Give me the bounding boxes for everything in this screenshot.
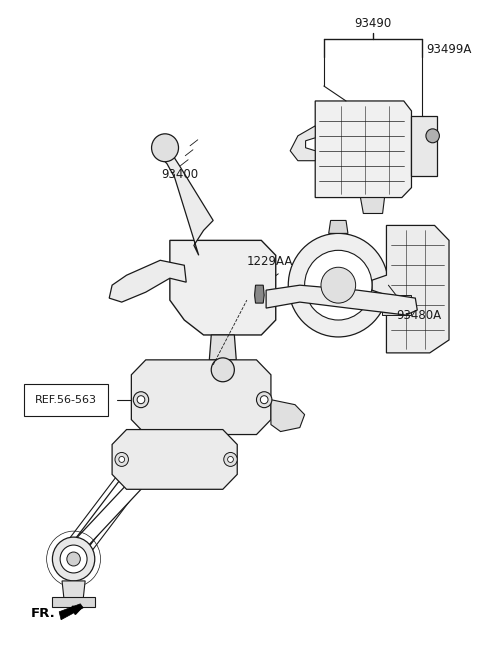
Circle shape <box>224 453 237 466</box>
Circle shape <box>137 396 145 404</box>
Circle shape <box>228 456 233 462</box>
Polygon shape <box>170 240 276 335</box>
Circle shape <box>67 552 80 566</box>
Circle shape <box>52 537 95 581</box>
Circle shape <box>260 396 268 404</box>
Text: 93400: 93400 <box>161 168 198 181</box>
Polygon shape <box>290 126 315 161</box>
Circle shape <box>321 267 356 303</box>
Polygon shape <box>372 225 449 353</box>
Circle shape <box>305 250 372 320</box>
Circle shape <box>152 134 179 162</box>
Polygon shape <box>68 365 219 559</box>
Polygon shape <box>52 597 95 607</box>
Text: 93480A: 93480A <box>396 309 441 321</box>
Circle shape <box>115 453 129 466</box>
Polygon shape <box>271 400 305 432</box>
Bar <box>382 295 410 315</box>
Circle shape <box>60 545 87 573</box>
Circle shape <box>426 129 439 143</box>
Polygon shape <box>360 198 384 214</box>
Circle shape <box>211 358 234 382</box>
Text: 93490: 93490 <box>354 17 392 30</box>
Polygon shape <box>254 285 264 303</box>
Text: 1229AA: 1229AA <box>247 255 293 268</box>
FancyArrowPatch shape <box>62 607 81 615</box>
Polygon shape <box>62 581 85 599</box>
Circle shape <box>119 456 125 462</box>
Polygon shape <box>315 101 411 198</box>
Polygon shape <box>109 261 186 302</box>
Polygon shape <box>112 430 237 489</box>
Circle shape <box>133 392 149 407</box>
Text: FR.: FR. <box>30 607 55 620</box>
Polygon shape <box>64 362 223 562</box>
Polygon shape <box>411 116 437 176</box>
Polygon shape <box>266 285 417 315</box>
Polygon shape <box>59 604 83 620</box>
Polygon shape <box>157 141 213 255</box>
Circle shape <box>288 233 388 337</box>
Text: REF.56-563: REF.56-563 <box>35 394 97 405</box>
Polygon shape <box>75 475 146 549</box>
Polygon shape <box>132 360 271 434</box>
Polygon shape <box>209 335 236 360</box>
Text: 93499A: 93499A <box>426 43 471 56</box>
Polygon shape <box>329 221 348 233</box>
Circle shape <box>256 392 272 407</box>
